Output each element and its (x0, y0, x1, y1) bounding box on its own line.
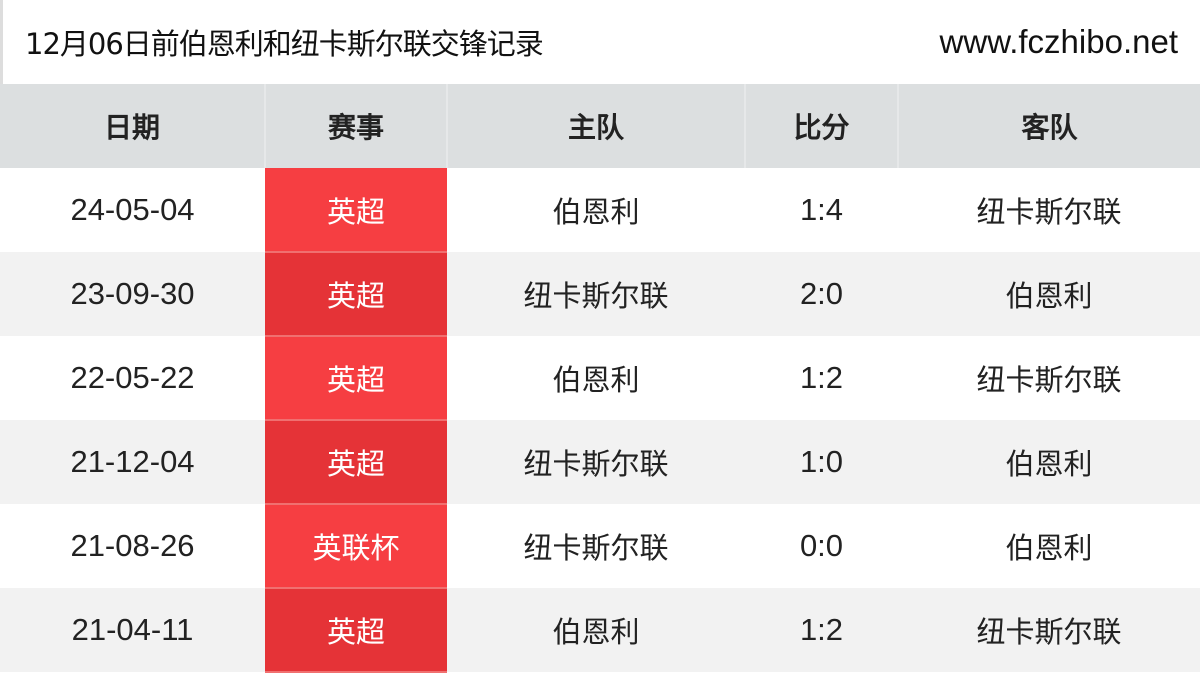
col-away: 客队 (898, 84, 1200, 168)
col-competition: 赛事 (265, 84, 448, 168)
table-header: 日期 赛事 主队 比分 客队 (0, 84, 1200, 168)
table-row: 22-05-22 英超 伯恩利 1:2 纽卡斯尔联 (0, 336, 1200, 421)
site-url: www.fczhibo.net (939, 23, 1178, 60)
cell-competition: 英超 (265, 252, 447, 337)
cell-home: 伯恩利 (447, 588, 745, 672)
cell-competition: 英超 (265, 420, 447, 505)
table-row: 21-08-26 英联杯 纽卡斯尔联 0:0 伯恩利 (0, 504, 1200, 589)
cell-competition: 英联杯 (265, 504, 447, 589)
cell-score: 0:0 (799, 528, 844, 563)
cell-competition: 英超 (265, 168, 447, 253)
cell-date: 22-05-22 (70, 360, 195, 395)
cell-score: 1:2 (799, 360, 844, 395)
table-row: 24-05-04 英超 伯恩利 1:4 纽卡斯尔联 (0, 168, 1200, 253)
cell-home: 纽卡斯尔联 (523, 531, 669, 565)
cell-home: 伯恩利 (552, 363, 640, 397)
cell-away: 伯恩利 (898, 420, 1200, 504)
cell-home: 纽卡斯尔联 (447, 252, 745, 336)
col-home: 主队 (447, 84, 746, 168)
table-row: 23-09-30 英超 纽卡斯尔联 2:0 伯恩利 (0, 252, 1200, 337)
table-row: 21-12-04 英超 纽卡斯尔联 1:0 伯恩利 (0, 420, 1200, 505)
cell-away: 伯恩利 (898, 252, 1200, 336)
cell-competition: 英超 (265, 588, 447, 673)
cell-away: 伯恩利 (1005, 531, 1093, 565)
cell-date: 23-09-30 (0, 252, 265, 336)
cell-away: 纽卡斯尔联 (898, 588, 1200, 672)
cell-competition: 英超 (265, 336, 447, 421)
cell-date: 24-05-04 (70, 192, 195, 227)
cell-date: 21-08-26 (70, 528, 195, 563)
col-date: 日期 (0, 84, 266, 168)
cell-score: 1:4 (799, 192, 844, 227)
cell-score: 2:0 (745, 252, 898, 336)
cell-score: 1:0 (745, 420, 898, 504)
title-bar: 12月06日前伯恩利和纽卡斯尔联交锋记录 www.fczhibo.net (0, 0, 1200, 84)
page-title: 12月06日前伯恩利和纽卡斯尔联交锋记录 (25, 27, 544, 61)
cell-home: 伯恩利 (552, 195, 640, 229)
cell-score: 1:2 (745, 588, 898, 672)
table-row: 21-04-11 英超 伯恩利 1:2 纽卡斯尔联 (0, 588, 1200, 673)
cell-away: 纽卡斯尔联 (976, 363, 1122, 397)
match-history-table: 日期 赛事 主队 比分 客队 24-05-04 英超 伯恩利 1:4 纽卡斯尔联 23-0… (0, 84, 1200, 673)
col-score: 比分 (745, 84, 899, 168)
cell-date: 21-12-04 (0, 420, 265, 504)
cell-away: 纽卡斯尔联 (976, 195, 1122, 229)
cell-home: 纽卡斯尔联 (447, 420, 745, 504)
cell-date: 21-04-11 (0, 588, 265, 672)
